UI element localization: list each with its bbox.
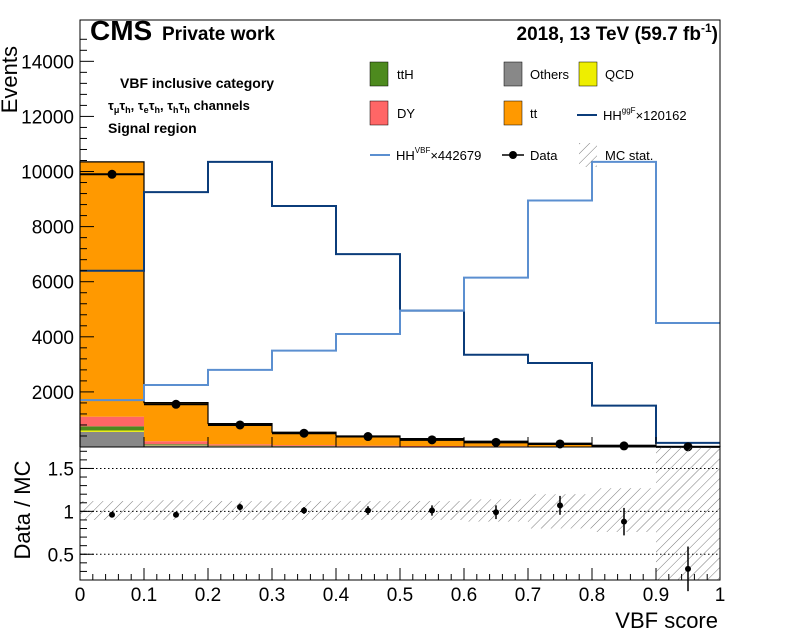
- legend-label-tt: tt: [530, 106, 538, 121]
- hh-ggf-line: [80, 160, 720, 444]
- lumi-label: 2018, 13 TeV (59.7 fb-1): [517, 21, 718, 45]
- y-tick-label: 8000: [32, 218, 74, 239]
- x-tick-label: 0.6: [451, 585, 477, 606]
- legend: ttH Others QCD DY tt HHggF×120162 HHVBF×…: [369, 61, 687, 167]
- data-point: [491, 437, 501, 447]
- legend-swatch-qcd: [578, 61, 598, 87]
- ratio-y-tick-label: 0.5: [48, 545, 74, 566]
- data-point: [171, 399, 181, 409]
- x-tick-label: 0.1: [131, 585, 157, 606]
- ratio-point: [621, 518, 627, 525]
- category-label: VBF inclusive category: [120, 75, 274, 91]
- ratio-axes: 0.5 1 1.5 0 0.1 0.2 0.3 0.4 0.5 0.6 0.7 0.8 0.9 1: [48, 450, 726, 606]
- stack-bar-dy: [272, 445, 336, 447]
- y-tick-label: 10000: [21, 163, 74, 184]
- legend-swatch-dy: [369, 100, 389, 126]
- ratio-point: [557, 502, 563, 509]
- data-point: [427, 435, 437, 445]
- y-tick-label: 6000: [32, 273, 74, 294]
- stack-bar-tt: [272, 432, 336, 446]
- y-axis-title: Events: [0, 46, 22, 113]
- hh-vbf-line: [80, 160, 720, 402]
- data-point: [619, 441, 629, 451]
- ratio-point: [301, 507, 307, 514]
- data-point: [235, 420, 245, 430]
- ratio-points: [109, 495, 691, 592]
- ratio-point: [173, 511, 179, 518]
- x-tick-label: 0.2: [195, 585, 221, 606]
- data-point: [363, 432, 373, 442]
- channels-label: τμτh, τeτh, τhτh channels: [108, 98, 250, 115]
- x-tick-label: 0.5: [387, 585, 413, 606]
- stack-bar-tth: [144, 444, 208, 446]
- stack-bar-dy: [336, 445, 400, 447]
- legend-swatch-tth: [369, 61, 389, 87]
- lumi-close: ): [712, 24, 718, 45]
- legend-swatch-tt: [503, 100, 523, 126]
- legend-label-hh-vbf: HHVBF×442679: [396, 146, 481, 163]
- x-axis-title: VBF score: [615, 608, 718, 633]
- stack-bar-tt: [80, 161, 144, 417]
- y-tick-label: 14000: [21, 52, 74, 73]
- data-point: [299, 428, 309, 438]
- legend-label-others: Others: [530, 67, 570, 82]
- x-tick-label: 0.7: [515, 585, 541, 606]
- stack-bar-others: [144, 445, 208, 447]
- legend-label-dy: DY: [397, 106, 415, 121]
- legend-label-hh-ggf: HHggF×120162: [603, 106, 687, 123]
- main-axes: 2000 4000 6000 8000 10000 12000 14000: [21, 38, 721, 447]
- signal-lines: [80, 160, 720, 444]
- x-tick-label: 0.9: [643, 585, 669, 606]
- stack-bar-tt: [208, 423, 272, 445]
- ratio-y-tick-label: 1.5: [48, 459, 74, 480]
- legend-label-mc-stat: MC stat.: [605, 148, 653, 163]
- legend-label-data: Data: [530, 148, 558, 163]
- x-tick-label: 0.3: [259, 585, 285, 606]
- ratio-y-tick-label: 1: [63, 502, 74, 523]
- x-tick-label: 1: [715, 585, 726, 606]
- x-tick-label: 0.4: [323, 585, 350, 606]
- stack-bar-others: [80, 431, 144, 447]
- data-points: [80, 169, 720, 452]
- ratio-point: [685, 565, 691, 572]
- stack-bar-qcd: [80, 430, 144, 432]
- ratio-point: [237, 504, 243, 511]
- ratio-point: [429, 507, 435, 514]
- y-tick-label: 12000: [21, 107, 74, 128]
- y-tick-label: 2000: [32, 383, 74, 404]
- signal-region-label: Signal region: [108, 120, 197, 136]
- ratio-y-axis-title: Data / MC: [10, 460, 35, 559]
- legend-marker-data: [509, 151, 517, 159]
- legend-label-tth: ttH: [397, 67, 414, 82]
- stack-bar-dy: [208, 444, 272, 446]
- y-tick-label: 4000: [32, 328, 74, 349]
- data-point: [107, 169, 117, 179]
- legend-swatch-others: [503, 61, 523, 87]
- ratio-reference-lines: [80, 467, 720, 555]
- legend-label-qcd: QCD: [605, 67, 634, 82]
- x-tick-label: 0.8: [579, 585, 605, 606]
- mc-stat-band-bin: [80, 501, 144, 520]
- legend-swatch-mc-stat: [579, 143, 597, 167]
- stack-bar-tth: [80, 426, 144, 431]
- stack-bar-dy: [80, 416, 144, 427]
- data-point: [555, 439, 565, 449]
- lumi-sup: -1: [701, 21, 712, 35]
- stack-bar-tt: [144, 402, 208, 442]
- x-tick-label: 0: [75, 585, 86, 606]
- ratio-point: [493, 509, 499, 516]
- mc-stat-band-bin: [144, 500, 208, 520]
- stack-bar-dy: [144, 441, 208, 445]
- ratio-point: [365, 507, 371, 514]
- ratio-point: [109, 511, 115, 518]
- private-work-label: Private work: [162, 24, 275, 45]
- lumi-main: 2018, 13 TeV (59.7 fb: [517, 24, 701, 45]
- stack-bar-dy: [400, 446, 464, 447]
